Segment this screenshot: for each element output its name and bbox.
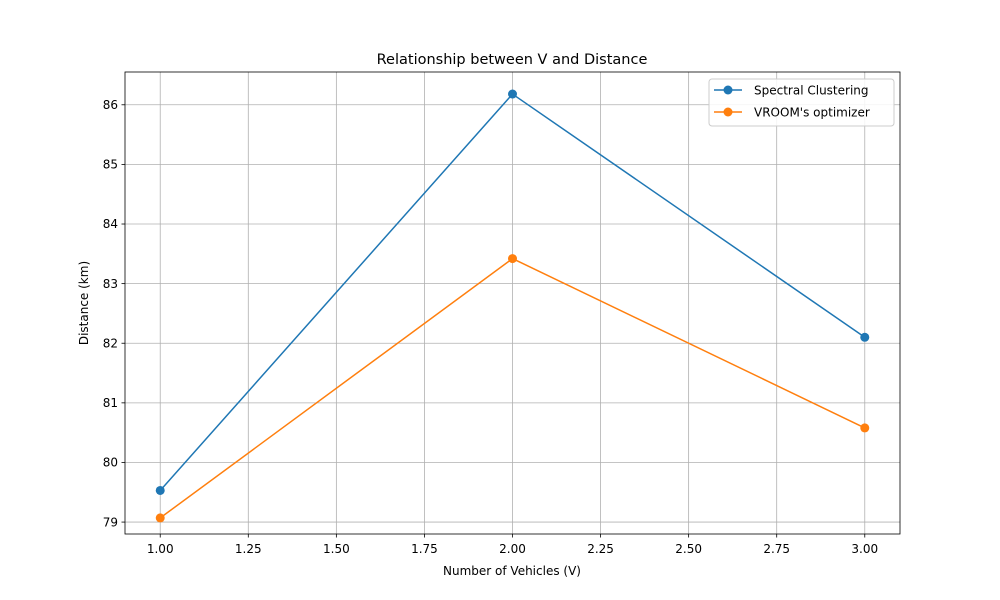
x-tick-label: 2.00	[499, 542, 526, 556]
legend-marker-spectral-clustering	[723, 85, 733, 95]
data-point-spectral-clustering	[155, 485, 165, 495]
data-point-spectral-clustering	[508, 89, 517, 99]
y-tick-label: 80	[103, 456, 118, 470]
y-tick-label: 84	[103, 217, 118, 231]
x-tick-label: 3.00	[851, 542, 878, 556]
x-axis-label: Number of Vehicles (V)	[443, 564, 581, 578]
y-tick-label: 86	[103, 98, 118, 112]
legend-box	[708, 78, 895, 127]
y-tick-label: 83	[103, 277, 118, 291]
legend-marker-vroom-optimizer	[723, 107, 733, 117]
x-tick-label: 1.00	[147, 542, 174, 556]
legend: Spectral Clustering VROOM's optimizer	[708, 78, 895, 127]
x-tick-label: 2.50	[675, 542, 702, 556]
grid	[125, 72, 900, 534]
x-tick-label: 1.50	[323, 542, 350, 556]
y-tick-label: 81	[103, 396, 118, 410]
data-point-vroom-s-optimizer	[860, 423, 870, 433]
series-vroom-s-optimizer	[155, 254, 870, 523]
legend-label-vroom-optimizer: VROOM's optimizer	[754, 106, 870, 120]
y-tick-label: 85	[103, 158, 118, 172]
x-tick-label: 1.25	[235, 542, 262, 556]
data-point-spectral-clustering	[860, 332, 870, 342]
y-tick-label: 79	[103, 515, 118, 529]
series-spectral-clustering	[155, 89, 870, 495]
x-tick-label: 1.75	[411, 542, 438, 556]
x-tick-label: 2.25	[587, 542, 614, 556]
data-point-vroom-s-optimizer	[508, 254, 517, 264]
chart-title: Relationship between V and Distance	[377, 52, 648, 68]
legend-label-spectral-clustering: Spectral Clustering	[754, 84, 869, 98]
data-point-vroom-s-optimizer	[155, 513, 165, 523]
axis-ticks: 1.00 1.25 1.50 1.75 2.00 2.25 2.50 2.75 3.00 79 80…	[103, 98, 878, 556]
series-group	[155, 89, 870, 523]
x-tick-label: 2.75	[763, 542, 790, 556]
y-axis-label: Distance (km)	[77, 261, 91, 345]
y-tick-label: 82	[103, 336, 118, 350]
